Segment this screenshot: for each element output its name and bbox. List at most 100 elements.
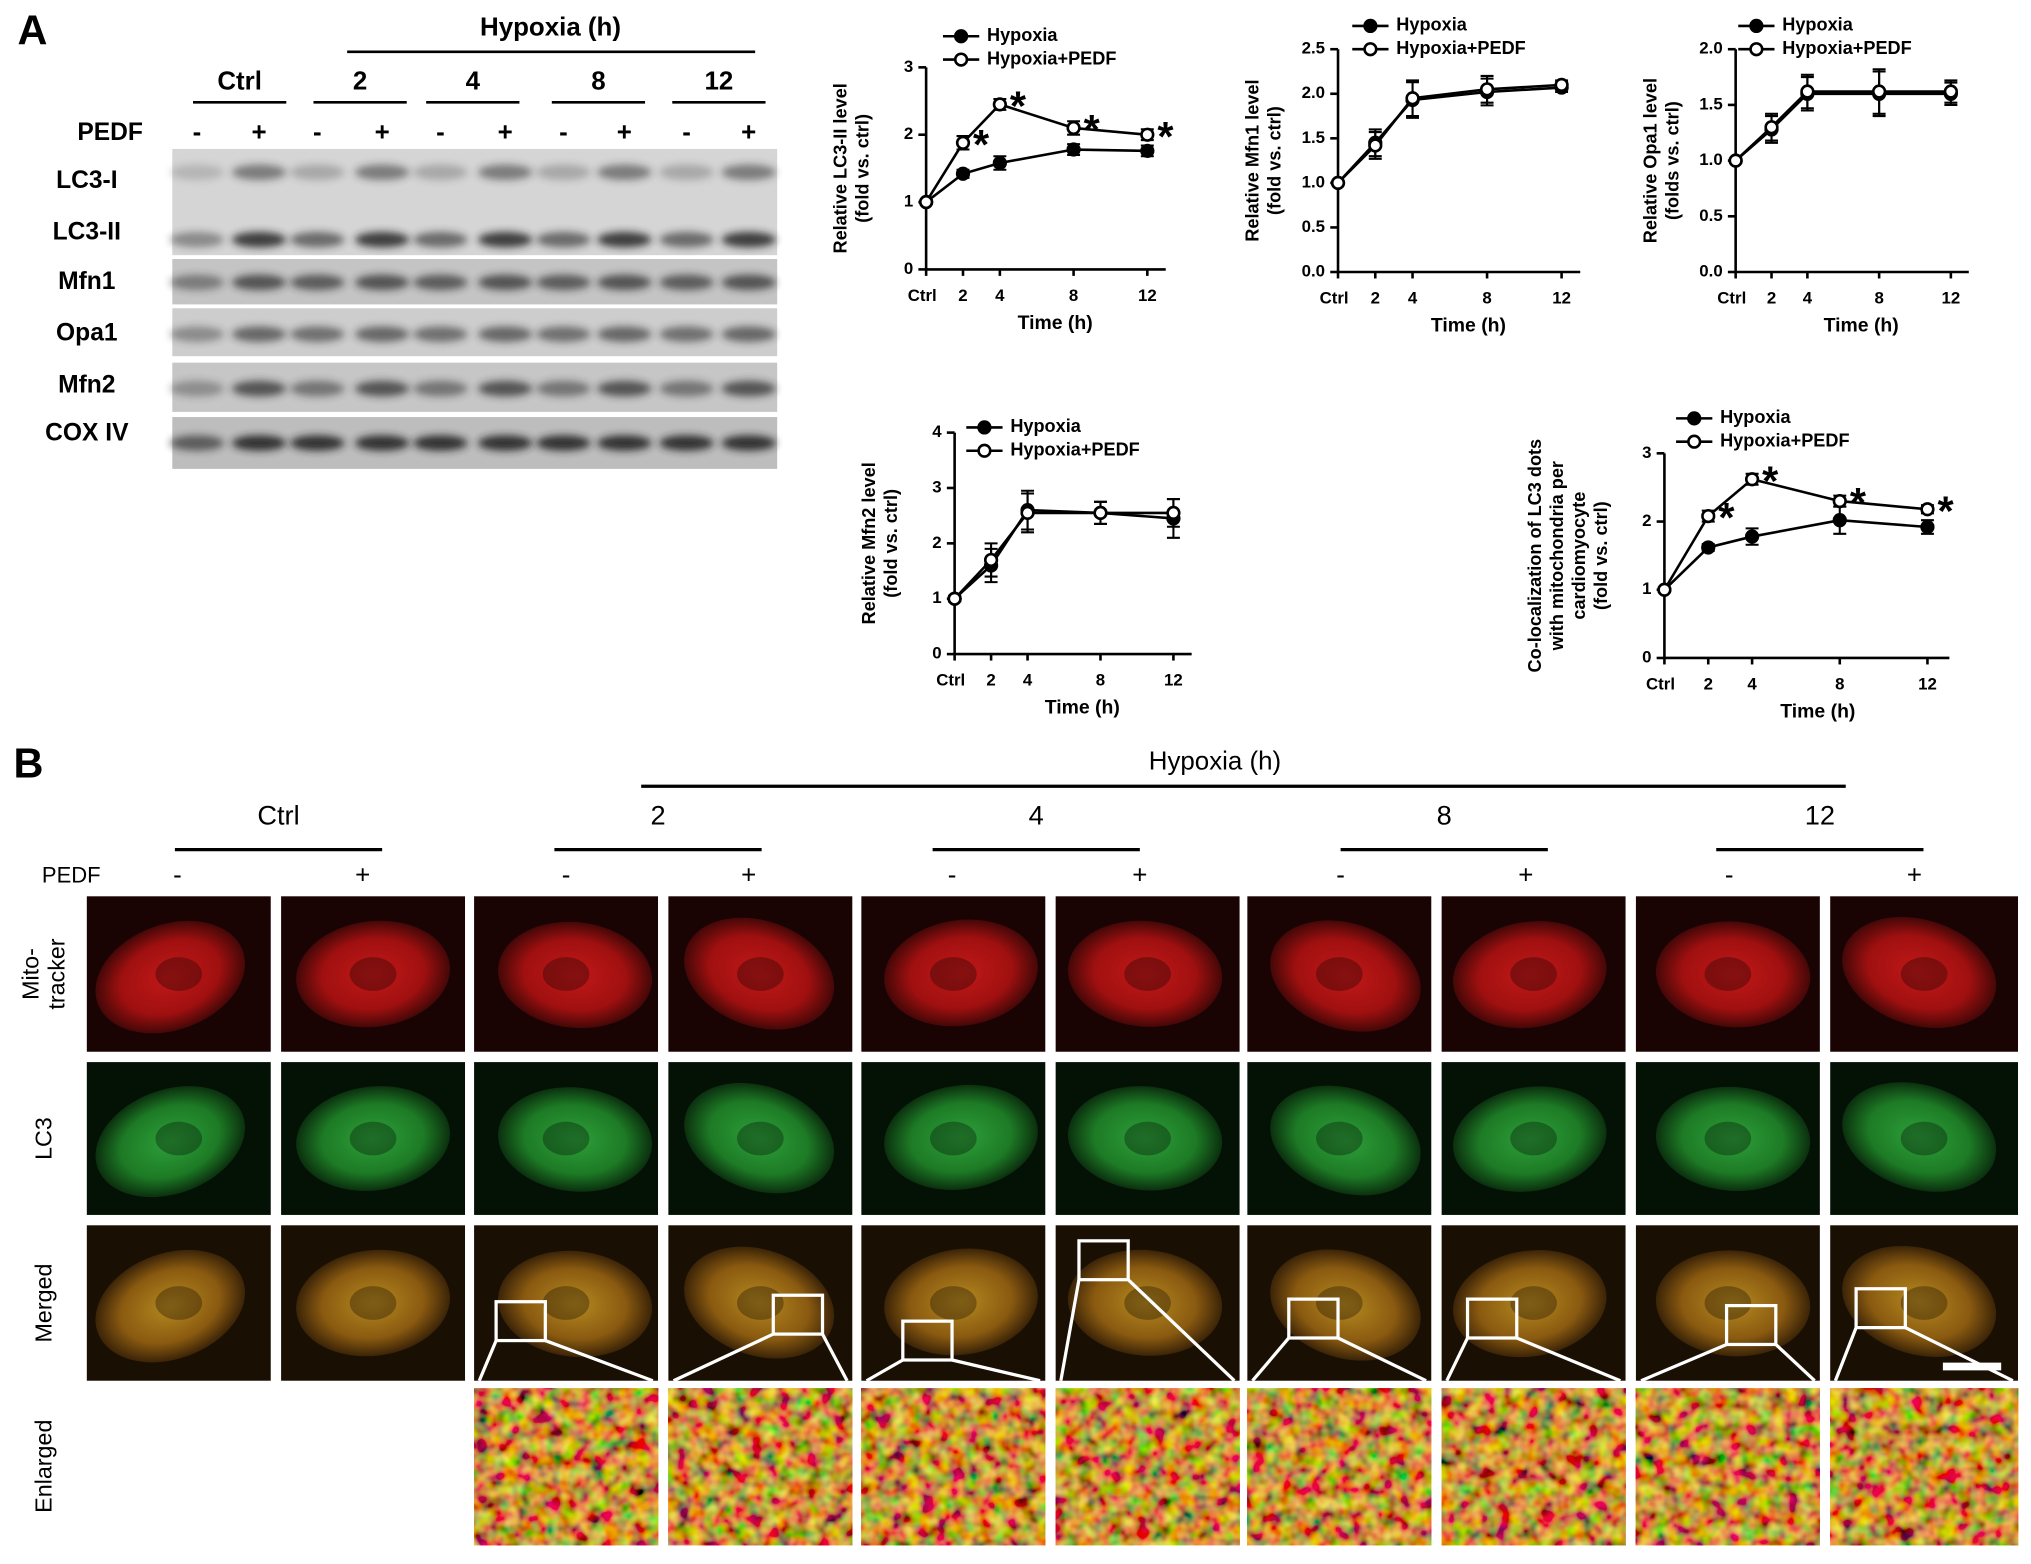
- blot-band: [231, 164, 287, 181]
- cell: [296, 1249, 451, 1357]
- enlarged-speckle: [1441, 1388, 1626, 1546]
- zoom-line: [951, 1358, 1041, 1383]
- blot-band: [290, 380, 345, 397]
- zoom-line: [1774, 1343, 1816, 1382]
- nucleus: [155, 1286, 203, 1320]
- blot-band: [721, 274, 776, 291]
- x-tick-label: 2: [986, 671, 995, 690]
- x-tick-label: 8: [1096, 671, 1105, 690]
- treatment-sign: +: [498, 118, 513, 146]
- x-tick-label: 8: [1874, 289, 1883, 308]
- enlarged-speckle: [1055, 1388, 1240, 1546]
- x-tick-label: 2: [958, 286, 967, 305]
- cell: [1270, 1085, 1421, 1196]
- data-point: [1554, 77, 1569, 92]
- x-tick-label: 8: [1482, 289, 1491, 308]
- y-tick-label: 2.5: [1302, 39, 1325, 58]
- y-tick-label: 3: [904, 57, 913, 76]
- group-label: 2: [353, 68, 367, 96]
- nucleus: [542, 957, 590, 991]
- blot-band: [169, 274, 225, 291]
- x-tick-label: 4: [1023, 671, 1033, 690]
- blot-row-label: LC3-I: [56, 167, 117, 194]
- zoom-line: [821, 1333, 849, 1382]
- data-point: [1744, 529, 1760, 544]
- legend-marker: [1749, 42, 1764, 57]
- zoom-line: [1833, 1327, 1858, 1382]
- x-tick-label: 4: [1803, 289, 1813, 308]
- cell: [498, 1250, 653, 1358]
- zoom-line: [1904, 1326, 2014, 1383]
- nucleus: [155, 957, 203, 991]
- legend-label: Hypoxia+PEDF: [987, 48, 1116, 68]
- significance-mark: *: [1762, 457, 1779, 504]
- treatment-sign: +: [741, 118, 756, 146]
- blot-band: [477, 164, 533, 181]
- data-point: [919, 194, 934, 210]
- cell: [498, 921, 653, 1029]
- blot-band: [536, 231, 591, 248]
- legend-marker: [953, 29, 969, 44]
- nucleus: [542, 1286, 590, 1320]
- treatment-sign: -: [436, 118, 445, 146]
- cell: [884, 919, 1038, 1027]
- legend-label: Hypoxia: [987, 25, 1058, 45]
- treatment-sign: -: [682, 118, 691, 146]
- legend-marker: [1363, 42, 1378, 57]
- data-point: [1093, 505, 1108, 521]
- blot-band: [597, 380, 652, 397]
- data-point: [1701, 540, 1716, 555]
- blot-band: [231, 380, 287, 397]
- nucleus: [1124, 1121, 1171, 1156]
- zoom-line: [1251, 1336, 1291, 1382]
- legend-marker: [1687, 434, 1702, 449]
- cell: [498, 1087, 653, 1192]
- x-tick-label: 12: [1918, 675, 1937, 694]
- data-point: [1140, 127, 1155, 142]
- y-tick-label: 0.5: [1699, 206, 1722, 225]
- legend-marker: [1749, 18, 1764, 34]
- treatment-sign: +: [741, 862, 756, 890]
- nucleus: [1315, 1121, 1363, 1156]
- series-line: [1663, 518, 1928, 591]
- legend-label: Hypoxia+PEDF: [1010, 440, 1139, 460]
- cell: [1842, 916, 1997, 1029]
- cell: [1270, 1249, 1421, 1361]
- blot-band: [536, 326, 591, 342]
- treatment-label: PEDF: [77, 119, 143, 146]
- y-tick-label: 2.0: [1302, 83, 1325, 102]
- nucleus: [349, 1121, 397, 1156]
- legend-label: Hypoxia: [1782, 15, 1853, 35]
- blot-band: [597, 274, 652, 291]
- nucleus: [1315, 957, 1363, 991]
- legend-marker: [977, 420, 992, 435]
- y-tick-label: 0: [932, 644, 941, 663]
- legend-marker: [953, 52, 969, 67]
- row-label: Merged: [31, 1264, 57, 1343]
- blot-row-label: Mfn1: [58, 268, 115, 295]
- data-point: [1020, 505, 1035, 521]
- nucleus: [1510, 957, 1557, 991]
- cell: [296, 920, 451, 1028]
- nucleus: [1900, 1286, 1948, 1320]
- blot-band: [290, 274, 345, 291]
- blot-band: [169, 326, 225, 342]
- blot-header: Hypoxia (h): [480, 13, 621, 41]
- x-tick-label: 4: [995, 286, 1005, 305]
- data-point: [1657, 582, 1672, 597]
- row-label: Enlarged: [31, 1420, 57, 1513]
- zoom-line: [1516, 1336, 1621, 1383]
- y-tick-label: 1.5: [1302, 128, 1325, 147]
- x-tick-label: Ctrl: [908, 286, 937, 305]
- legend-label: Hypoxia: [1720, 407, 1791, 427]
- cell: [1453, 1250, 1607, 1358]
- treatment-sign: -: [559, 118, 568, 146]
- blot-band: [721, 380, 776, 397]
- blot-band: [231, 326, 287, 342]
- treatment-sign: +: [1518, 862, 1533, 890]
- blot-band: [169, 435, 225, 451]
- blot-band: [413, 164, 468, 181]
- y-tick-label: 1: [904, 192, 913, 211]
- zoom-box: [1287, 1297, 1340, 1340]
- blot-band: [354, 231, 410, 248]
